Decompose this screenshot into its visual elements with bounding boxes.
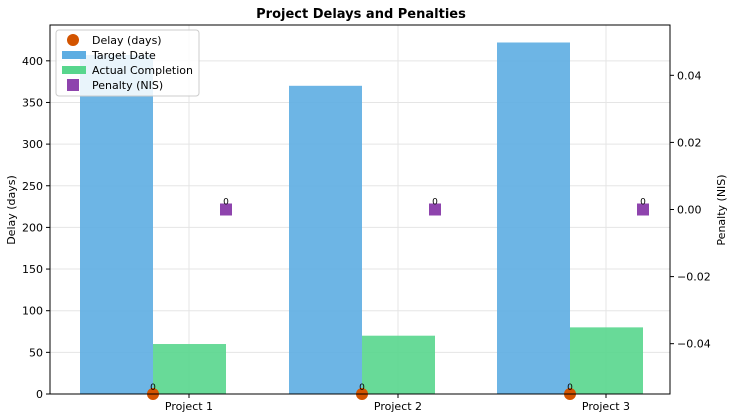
y-axis-label: Delay (days) [5,175,18,245]
legend-swatch-target-date [62,51,86,59]
x-tick-label-0: Project 1 [165,400,213,413]
legend-swatch-penalty-nis [67,79,79,91]
y-tick-label-2: 100 [22,305,43,318]
penalty-label-2: 0 [432,198,438,208]
penalty-marker-1 [220,203,232,216]
x-tick-label-2: Project 3 [582,400,630,413]
y-right-tick-label-4: 0.04 [677,69,702,82]
y-right-tick-label-1: −0.02 [677,271,711,284]
right-axis-ticks: −0.04 −0.02 0.00 0.02 0.04 [670,69,711,351]
legend-swatch-actual-completion [62,66,86,74]
legend-label-target-date: Target Date [91,49,156,62]
legend-box [55,29,200,97]
y-right-tick-label-3: 0.02 [677,136,702,149]
delay-label-2: 0 [359,383,365,393]
y-tick-label-7: 350 [22,96,43,109]
y-tick-label-1: 50 [29,346,43,359]
y-axis-label-right: Penalty (NIS) [715,174,728,245]
penalty-marker-2 [429,203,441,216]
y-tick-label-6: 300 [22,138,43,151]
delay-label-1: 0 [150,383,156,393]
bar-target-2 [289,85,362,394]
y-tick-label-4: 200 [22,221,43,234]
bar-actual-3 [570,327,643,394]
legend-label-penalty-nis: Penalty (NIS) [92,79,163,92]
chart-title: Project Delays and Penalties [256,7,466,22]
y-right-tick-label-2: 0.00 [677,204,702,217]
y-tick-label-8: 400 [22,55,43,68]
y-right-tick-label-0: −0.04 [677,338,711,351]
bar-actual-2 [362,335,435,394]
x-tick-label-1: Project 2 [374,400,422,413]
y-tick-label-5: 250 [22,180,43,193]
penalty-label-1: 0 [223,198,229,208]
y-tick-label-3: 150 [22,263,43,276]
delay-label-3: 0 [567,383,573,393]
penalty-label-3: 0 [640,198,646,208]
bar-target-3 [497,42,570,395]
bars [80,42,643,395]
left-axis-ticks: 0 50 100 150 200 250 300 350 400 [22,55,50,401]
bar-actual-1 [153,344,226,394]
x-axis-ticks: Project 1 Project 2 Project 3 [165,394,630,413]
penalty-marker-3 [637,203,649,216]
legend-label-actual-completion: Actual Completion [92,64,193,77]
bar-target-1 [80,54,153,395]
y-tick-label-0: 0 [36,388,43,401]
legend-label-delay-days: Delay (days) [92,34,162,47]
legend-swatch-delay-days [67,34,79,46]
legend: Delay (days) Target Date Actual Completion… [55,29,200,97]
